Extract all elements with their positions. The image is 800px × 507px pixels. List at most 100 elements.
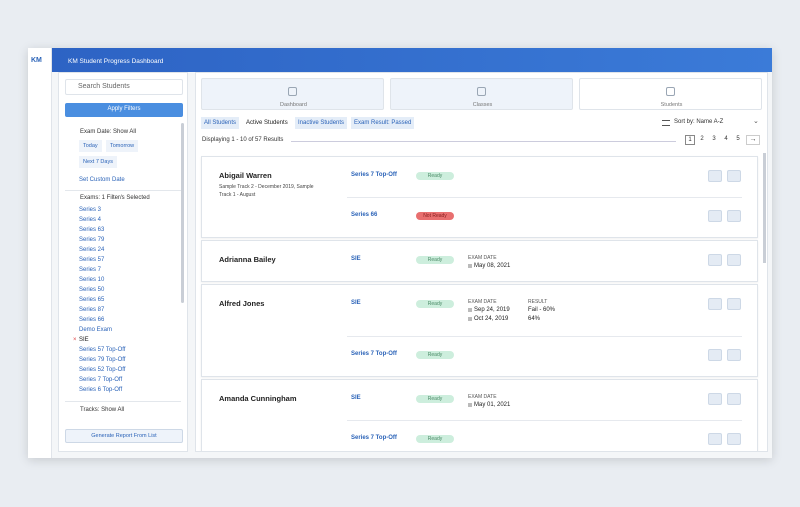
date-label: EXAM DATE bbox=[468, 394, 497, 400]
tab-icon bbox=[666, 87, 675, 96]
mail-icon[interactable] bbox=[727, 298, 741, 310]
report-button[interactable]: Generate Report From List bbox=[65, 429, 183, 443]
exam-date: May 08, 2021 bbox=[474, 263, 511, 269]
exam-filter-item[interactable]: Series 3 bbox=[79, 207, 102, 213]
sort-dropdown[interactable]: Sort by: Name A-Z bbox=[674, 119, 724, 125]
student-name: Adrianna Bailey bbox=[219, 255, 276, 264]
exam-filter-item[interactable]: Series 66 bbox=[79, 317, 105, 323]
nav-tab[interactable]: Classes bbox=[390, 78, 573, 110]
exam-filter-item[interactable]: Series 57 bbox=[79, 257, 105, 263]
date-label: EXAM DATE bbox=[468, 255, 497, 261]
cal-icon bbox=[468, 264, 472, 268]
status-pill: Ready bbox=[416, 351, 454, 359]
mail-icon[interactable] bbox=[727, 210, 741, 222]
exam-filter-item[interactable]: Series 87 bbox=[79, 307, 105, 313]
sidebar: Search Students Apply Filters Exam Date: S… bbox=[58, 72, 188, 452]
report-icon[interactable] bbox=[708, 433, 722, 445]
filter-chip[interactable]: Active Students bbox=[246, 120, 288, 126]
student-card: Alfred Jones SIE Ready EXAM DATE Sep 24, 201… bbox=[201, 284, 758, 377]
exam-filter-item[interactable]: Demo Exam bbox=[79, 327, 113, 333]
exam-series[interactable]: SIE bbox=[351, 395, 361, 401]
tracks-label: Tracks: Show All bbox=[80, 407, 125, 413]
custom-date-link[interactable]: Set Custom Date bbox=[79, 177, 125, 183]
exam-filter-item[interactable]: Series 6 Top-Off bbox=[79, 387, 123, 393]
mail-icon[interactable] bbox=[727, 170, 741, 182]
page-button[interactable]: 2 bbox=[700, 136, 704, 142]
exam-filter-item[interactable]: Series 79 bbox=[79, 237, 105, 243]
exam-date: May 01, 2021 bbox=[474, 402, 511, 408]
date-option[interactable]: Next 7 Days bbox=[79, 156, 117, 168]
report-icon[interactable] bbox=[708, 254, 722, 266]
exam-series[interactable]: Series 7 Top-Off bbox=[351, 435, 397, 441]
tab-icon bbox=[477, 87, 486, 96]
exam-series[interactable]: Series 7 Top-Off bbox=[351, 351, 397, 357]
student-name: Alfred Jones bbox=[219, 299, 265, 308]
report-icon[interactable] bbox=[708, 170, 722, 182]
filter-chip[interactable]: Exam Result: Passed bbox=[351, 117, 415, 129]
tab-label: Students bbox=[660, 102, 683, 108]
filter-chip[interactable]: Inactive Students bbox=[295, 117, 348, 129]
date-option[interactable]: Today bbox=[79, 140, 102, 152]
exam-series[interactable]: SIE bbox=[351, 256, 361, 262]
remove-x: × bbox=[73, 337, 77, 343]
exam-filter-item[interactable]: Series 7 bbox=[79, 267, 102, 273]
app-title: KM Student Progress Dashboard bbox=[68, 58, 164, 65]
status-pill: Not Ready bbox=[416, 212, 454, 220]
search-input[interactable]: Search Students bbox=[65, 79, 183, 95]
nav-tab[interactable]: Students bbox=[579, 78, 762, 110]
exam-series[interactable]: Series 7 Top-Off bbox=[351, 172, 397, 178]
date-option[interactable]: Tomorrow bbox=[106, 140, 139, 152]
mail-icon[interactable] bbox=[727, 393, 741, 405]
exam-date: Oct 24, 2019 bbox=[474, 316, 509, 322]
report-icon[interactable] bbox=[708, 298, 722, 310]
chevron: ⌄ bbox=[753, 118, 759, 125]
exam-filter-item[interactable]: Series 63 bbox=[79, 227, 105, 233]
cal-icon bbox=[468, 317, 472, 321]
left-strip bbox=[28, 48, 52, 458]
mail-icon[interactable] bbox=[727, 349, 741, 361]
page-button[interactable]: 3 bbox=[712, 136, 716, 142]
student-card: Adrianna Bailey SIE Ready EXAM DATE May 08, … bbox=[201, 240, 758, 282]
sort-icon bbox=[662, 120, 670, 126]
exam-filter-item[interactable]: SIE bbox=[79, 337, 89, 343]
exam-filter-item[interactable]: Series 10 bbox=[79, 277, 105, 283]
exam-filter-item[interactable]: Series 7 Top-Off bbox=[79, 377, 123, 383]
cal-icon bbox=[468, 403, 472, 407]
exam-filter-item[interactable]: Series 52 Top-Off bbox=[79, 367, 126, 373]
cal-icon bbox=[468, 308, 472, 312]
row-divider bbox=[347, 336, 742, 337]
results-count: Displaying 1 - 10 of 57 Results bbox=[202, 137, 284, 143]
exam-date: Sep 24, 2019 bbox=[474, 307, 510, 313]
exam-filter-item[interactable]: Series 65 bbox=[79, 297, 105, 303]
exam-filter-item[interactable]: Series 57 Top-Off bbox=[79, 347, 126, 353]
scrollbar bbox=[181, 123, 184, 303]
main-panel: Dashboard Classes Students All Students Acti… bbox=[195, 72, 768, 452]
exam-series[interactable]: SIE bbox=[351, 300, 361, 306]
nav-tab[interactable]: Dashboard bbox=[201, 78, 384, 110]
report-icon[interactable] bbox=[708, 393, 722, 405]
mail-icon[interactable] bbox=[727, 433, 741, 445]
apply-button[interactable]: Apply Filters bbox=[65, 103, 183, 117]
report-icon[interactable] bbox=[708, 210, 722, 222]
exam-filter-item[interactable]: Series 50 bbox=[79, 287, 105, 293]
page-button[interactable]: 5 bbox=[736, 136, 740, 142]
student-name: Abigail Warren bbox=[219, 171, 272, 180]
exam-result: 64% bbox=[528, 316, 541, 322]
search-placeholder: Search Students bbox=[78, 83, 130, 90]
date-label: EXAM DATE bbox=[468, 299, 497, 305]
filter-chip[interactable]: All Students bbox=[201, 117, 240, 129]
exam-filter-item[interactable]: Series 79 Top-Off bbox=[79, 357, 126, 363]
student-name: Amanda Cunningham bbox=[219, 394, 297, 403]
status-pill: Ready bbox=[416, 256, 454, 264]
exam-series[interactable]: Series 66 bbox=[351, 212, 378, 218]
exam-filter-item[interactable]: Series 24 bbox=[79, 247, 105, 253]
exam-result: Fail - 60% bbox=[528, 307, 556, 313]
exam-filter-item[interactable]: Series 4 bbox=[79, 217, 102, 223]
report-icon[interactable] bbox=[708, 349, 722, 361]
page-button[interactable]: 1 bbox=[685, 135, 695, 145]
row-divider bbox=[347, 420, 742, 421]
mail-icon[interactable] bbox=[727, 254, 741, 266]
next-page[interactable]: → bbox=[746, 135, 760, 145]
page-button[interactable]: 4 bbox=[724, 136, 728, 142]
